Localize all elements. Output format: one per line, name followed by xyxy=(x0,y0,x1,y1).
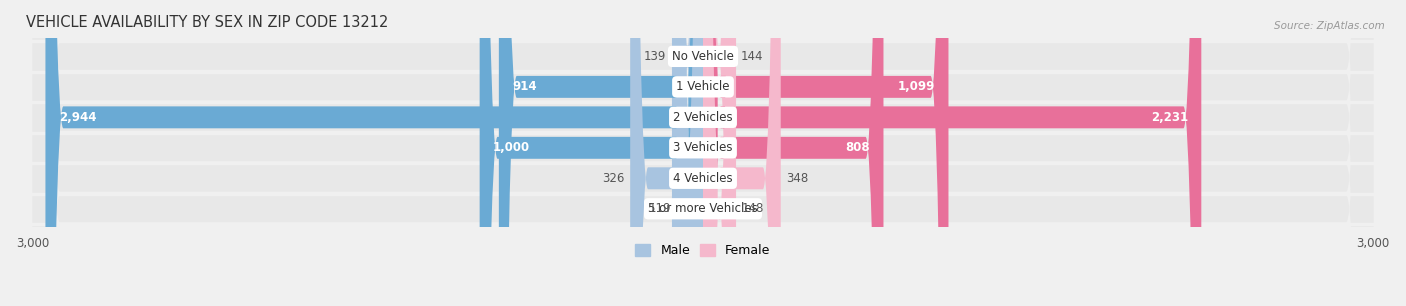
FancyBboxPatch shape xyxy=(703,0,737,306)
Text: 148: 148 xyxy=(741,202,763,215)
Text: 139: 139 xyxy=(644,50,666,63)
Text: 144: 144 xyxy=(741,50,763,63)
Text: 2 Vehicles: 2 Vehicles xyxy=(673,111,733,124)
Text: 808: 808 xyxy=(845,141,870,154)
Legend: Male, Female: Male, Female xyxy=(630,239,776,262)
Text: 3 Vehicles: 3 Vehicles xyxy=(673,141,733,154)
FancyBboxPatch shape xyxy=(676,0,703,306)
FancyBboxPatch shape xyxy=(703,0,949,306)
Text: 2,944: 2,944 xyxy=(59,111,97,124)
FancyBboxPatch shape xyxy=(32,0,1374,306)
FancyBboxPatch shape xyxy=(32,0,1374,306)
FancyBboxPatch shape xyxy=(32,0,1374,306)
Text: 1 Vehicle: 1 Vehicle xyxy=(676,80,730,93)
Text: VEHICLE AVAILABILITY BY SEX IN ZIP CODE 13212: VEHICLE AVAILABILITY BY SEX IN ZIP CODE … xyxy=(27,15,388,30)
FancyBboxPatch shape xyxy=(32,0,1374,306)
Text: 914: 914 xyxy=(512,80,537,93)
Text: 5 or more Vehicles: 5 or more Vehicles xyxy=(648,202,758,215)
Text: No Vehicle: No Vehicle xyxy=(672,50,734,63)
Text: 326: 326 xyxy=(602,172,624,185)
FancyBboxPatch shape xyxy=(703,0,883,306)
FancyBboxPatch shape xyxy=(703,0,1201,306)
FancyBboxPatch shape xyxy=(703,0,735,306)
Text: 348: 348 xyxy=(786,172,808,185)
FancyBboxPatch shape xyxy=(499,0,703,306)
FancyBboxPatch shape xyxy=(32,0,1374,306)
FancyBboxPatch shape xyxy=(479,0,703,306)
FancyBboxPatch shape xyxy=(672,0,703,306)
Text: 4 Vehicles: 4 Vehicles xyxy=(673,172,733,185)
Text: Source: ZipAtlas.com: Source: ZipAtlas.com xyxy=(1274,21,1385,32)
Text: 2,231: 2,231 xyxy=(1150,111,1188,124)
Text: 119: 119 xyxy=(648,202,671,215)
Text: 1,099: 1,099 xyxy=(897,80,935,93)
FancyBboxPatch shape xyxy=(703,0,780,306)
FancyBboxPatch shape xyxy=(630,0,703,306)
FancyBboxPatch shape xyxy=(32,0,1374,306)
Text: 1,000: 1,000 xyxy=(494,141,530,154)
FancyBboxPatch shape xyxy=(45,0,703,306)
